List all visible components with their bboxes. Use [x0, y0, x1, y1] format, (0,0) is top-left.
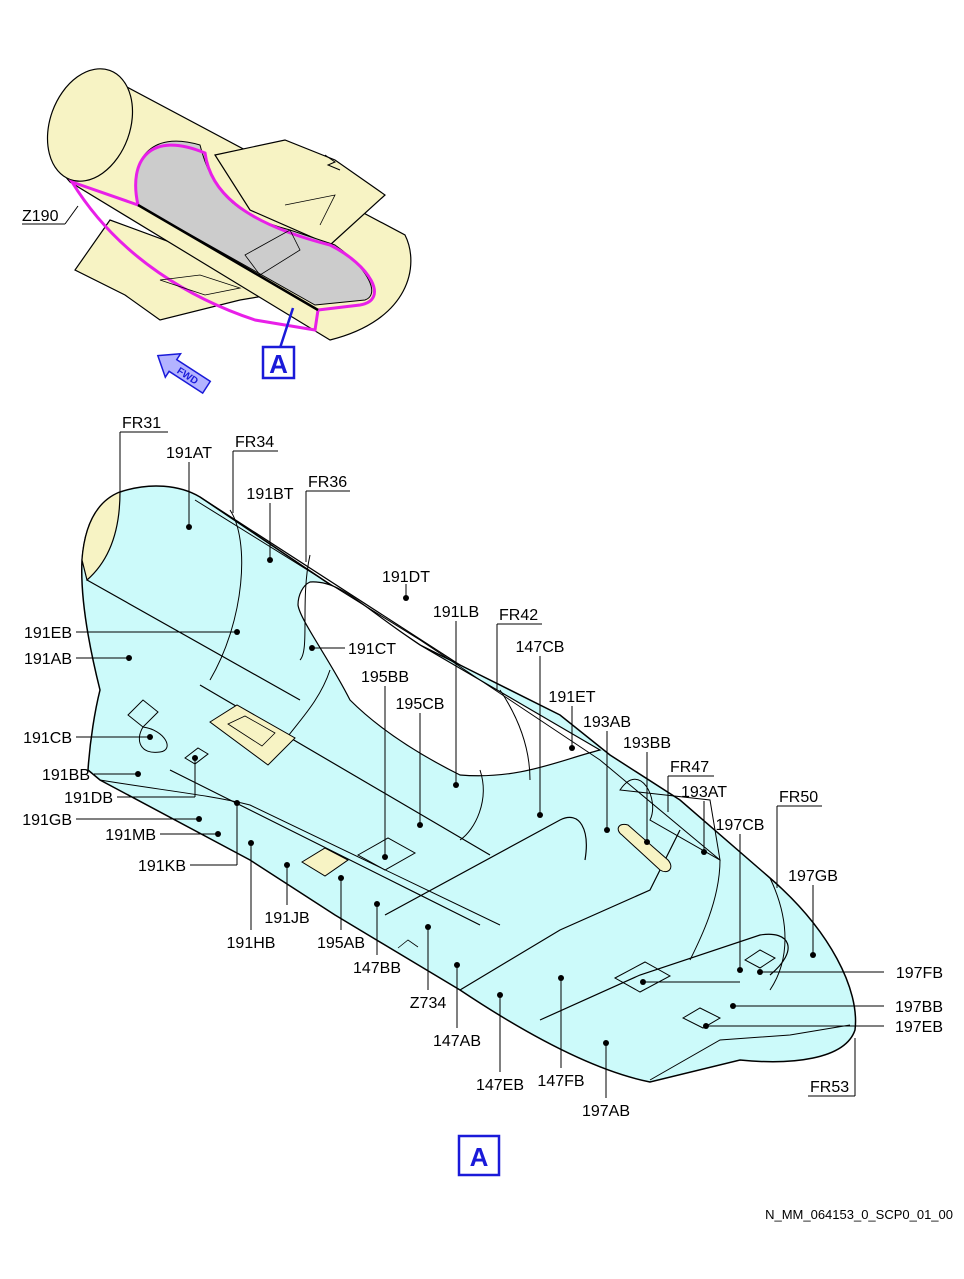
- zone-label-text: Z190: [22, 208, 59, 225]
- panel-147fb: 147FB: [537, 1073, 584, 1090]
- frame-labels: [119, 431, 856, 1097]
- panel-z734: Z734: [410, 995, 447, 1012]
- frame-fr47: FR47: [670, 759, 709, 776]
- zone-label: Z190: [22, 205, 79, 225]
- panel-147ab: 147AB: [433, 1033, 481, 1050]
- panel-193ab: 193AB: [583, 714, 631, 731]
- panel-197eb: 197EB: [895, 1019, 943, 1036]
- panel-191bb: 191BB: [42, 767, 90, 784]
- overview-fuselage: [46, 68, 412, 341]
- panel-191dt: 191DT: [382, 569, 430, 586]
- panel-147cb: 147CB: [516, 639, 565, 656]
- access-panel-193bb: [617, 823, 672, 873]
- panel-dots: [126, 524, 816, 1046]
- panel-197cb: 197CB: [716, 817, 765, 834]
- frame-fr50: FR50: [779, 789, 818, 806]
- panel-191ab: 191AB: [24, 651, 72, 668]
- panel-195bb: 195BB: [361, 669, 409, 686]
- panel-191db: 191DB: [64, 790, 113, 807]
- detail-view: [80, 485, 857, 1083]
- panel-191bt: 191BT: [246, 486, 293, 503]
- frame-fr36: FR36: [308, 474, 347, 491]
- panel-197gb: 197GB: [788, 868, 838, 885]
- panel-195cb: 195CB: [396, 696, 445, 713]
- panel-197bb: 197BB: [895, 999, 943, 1016]
- panel-191lb: 191LB: [433, 604, 479, 621]
- panel-195ab: 195AB: [317, 935, 365, 952]
- frame-fr31: FR31: [122, 415, 161, 432]
- frame-fr42: FR42: [499, 607, 538, 624]
- view-a-callout[interactable]: A: [261, 345, 296, 380]
- forward-arrow-icon: FWD: [156, 352, 212, 395]
- access-panel-195ab: [301, 847, 349, 877]
- panel-191eb: 191EB: [24, 625, 72, 642]
- panel-147eb: 147EB: [476, 1077, 524, 1094]
- panel-191mb: 191MB: [105, 827, 156, 844]
- panel-191et: 191ET: [548, 689, 595, 706]
- panel-191hb: 191HB: [227, 935, 276, 952]
- panel-leaders: [76, 462, 884, 1098]
- view-a-title-text: A: [470, 1142, 489, 1172]
- panel-197fb: 197FB: [896, 965, 943, 982]
- panel-191cb: 191CB: [23, 730, 72, 747]
- panel-191ct: 191CT: [348, 641, 396, 658]
- access-panel-191eb: [209, 704, 296, 766]
- panel-193at: 193AT: [681, 784, 727, 801]
- panel-147bb: 147BB: [353, 960, 401, 977]
- panel-191at: 191AT: [166, 445, 212, 462]
- frame-fr34: FR34: [235, 434, 274, 451]
- panel-193bb: 193BB: [623, 735, 671, 752]
- panel-191jb: 191JB: [264, 910, 309, 927]
- document-id: N_MM_064153_0_SCP0_01_00: [765, 1207, 953, 1222]
- view-a-callout-text: A: [269, 349, 288, 379]
- frame-fr53: FR53: [810, 1079, 849, 1096]
- panel-197ab: 197AB: [582, 1103, 630, 1120]
- view-a-title: A: [457, 1134, 501, 1177]
- panel-191gb: 191GB: [22, 812, 72, 829]
- panel-191kb: 191KB: [138, 858, 186, 875]
